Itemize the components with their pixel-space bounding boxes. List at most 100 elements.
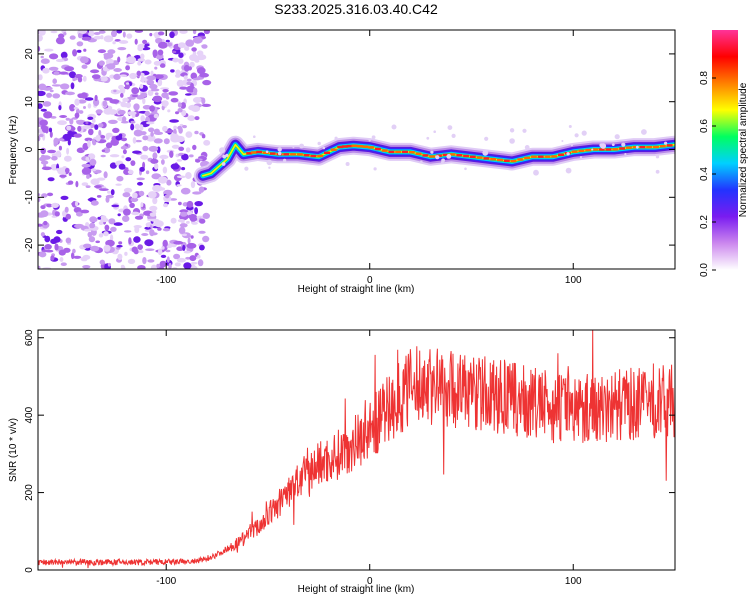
noise-blob bbox=[131, 87, 140, 95]
noise-blob bbox=[170, 133, 177, 140]
noise-blob bbox=[157, 227, 162, 231]
ridge-peak bbox=[503, 159, 510, 162]
ridge-speckle bbox=[533, 169, 539, 176]
ridge-speckle bbox=[561, 140, 564, 142]
ridge-peak bbox=[456, 154, 463, 157]
noise-blob bbox=[88, 236, 96, 243]
noise-blob bbox=[177, 108, 183, 113]
noise-blob bbox=[171, 50, 177, 54]
noise-blob bbox=[195, 159, 201, 163]
noise-blob bbox=[144, 110, 150, 117]
noise-blob bbox=[82, 142, 89, 151]
noise-blob bbox=[157, 79, 163, 86]
noise-blob bbox=[78, 110, 84, 114]
noise-blob bbox=[56, 229, 63, 235]
ridge-peak bbox=[251, 151, 257, 154]
noise-blob bbox=[173, 253, 181, 260]
noise-blob bbox=[59, 71, 69, 75]
noise-blob bbox=[144, 43, 150, 47]
noise-blob bbox=[90, 200, 99, 206]
noise-blob bbox=[162, 228, 171, 232]
noise-blob bbox=[55, 36, 65, 45]
ridge-peak bbox=[469, 155, 476, 158]
noise-blob bbox=[198, 230, 206, 234]
noise-blob bbox=[127, 111, 137, 116]
noise-blob bbox=[156, 263, 160, 269]
noise-blob bbox=[65, 117, 71, 121]
noise-blob bbox=[127, 169, 134, 175]
noise-blob bbox=[134, 215, 144, 220]
noise-blob bbox=[86, 174, 90, 179]
noise-blob bbox=[182, 244, 186, 251]
noise-blob bbox=[59, 83, 70, 90]
noise-blob bbox=[43, 220, 48, 226]
ridge-speckle bbox=[282, 158, 287, 163]
noise-blob bbox=[85, 185, 91, 189]
noise-blob bbox=[55, 58, 65, 63]
noise-blob bbox=[38, 133, 44, 138]
ridge-peak bbox=[337, 145, 344, 149]
noise-blob bbox=[161, 100, 169, 107]
ridge-peak bbox=[402, 150, 408, 154]
noise-blob bbox=[60, 51, 68, 59]
noise-blob bbox=[172, 57, 179, 63]
ridge-speckle bbox=[581, 130, 587, 136]
noise-blob bbox=[56, 138, 65, 142]
noise-blob bbox=[194, 116, 200, 121]
ridge-speckle bbox=[464, 167, 467, 171]
ridge-peak bbox=[653, 145, 659, 149]
ridge-peak bbox=[262, 151, 269, 154]
ridge-speckle bbox=[447, 125, 453, 130]
ridge-speckle bbox=[373, 167, 377, 171]
noise-blob bbox=[129, 72, 137, 80]
noise-blob bbox=[41, 193, 48, 198]
noise-blob bbox=[178, 146, 185, 151]
noise-blob bbox=[82, 125, 91, 130]
noise-blob bbox=[150, 158, 159, 164]
noise-blob bbox=[154, 66, 158, 70]
y-tick-label: 0 bbox=[24, 146, 35, 152]
noise-blob bbox=[170, 163, 180, 170]
noise-blob bbox=[146, 222, 151, 228]
noise-blob bbox=[137, 265, 146, 269]
noise-blob bbox=[74, 98, 80, 106]
noise-blob bbox=[149, 105, 156, 112]
noise-blob bbox=[65, 213, 72, 220]
noise-blob bbox=[170, 97, 179, 103]
noise-blob bbox=[130, 197, 139, 203]
noise-blob bbox=[139, 84, 144, 89]
ridge-speckle bbox=[391, 124, 397, 130]
y-tick-label: 0 bbox=[24, 567, 35, 573]
noise-blob bbox=[148, 127, 155, 133]
noise-blob bbox=[185, 131, 193, 138]
noise-blob bbox=[165, 39, 170, 43]
noise-blob bbox=[173, 125, 178, 130]
noise-blob bbox=[93, 32, 101, 35]
noise-blob bbox=[100, 76, 108, 82]
ridge-speckle bbox=[266, 159, 273, 166]
ridge-peak bbox=[303, 154, 310, 157]
noise-blob bbox=[38, 74, 43, 81]
noise-blob bbox=[154, 220, 164, 228]
noise-blob bbox=[51, 202, 59, 209]
noise-blob bbox=[140, 131, 147, 136]
noise-blob bbox=[154, 31, 159, 39]
noise-blob bbox=[140, 115, 145, 123]
noise-blob bbox=[146, 75, 156, 81]
noise-blob bbox=[90, 178, 100, 185]
ridge-speckle bbox=[624, 153, 627, 156]
ridge-speckle bbox=[277, 151, 282, 156]
noise-blob bbox=[142, 105, 152, 110]
noise-blob bbox=[190, 235, 194, 239]
noise-blob bbox=[64, 66, 75, 72]
noise-blob bbox=[53, 71, 60, 76]
noise-blob bbox=[90, 245, 100, 252]
noise-blob bbox=[42, 101, 52, 107]
noise-blob bbox=[98, 233, 104, 238]
noise-blob bbox=[118, 133, 123, 138]
noise-blob bbox=[190, 105, 201, 112]
noise-blob bbox=[41, 125, 49, 133]
noise-blob bbox=[77, 99, 87, 104]
noise-blob bbox=[121, 155, 125, 159]
noise-blob bbox=[137, 244, 143, 251]
